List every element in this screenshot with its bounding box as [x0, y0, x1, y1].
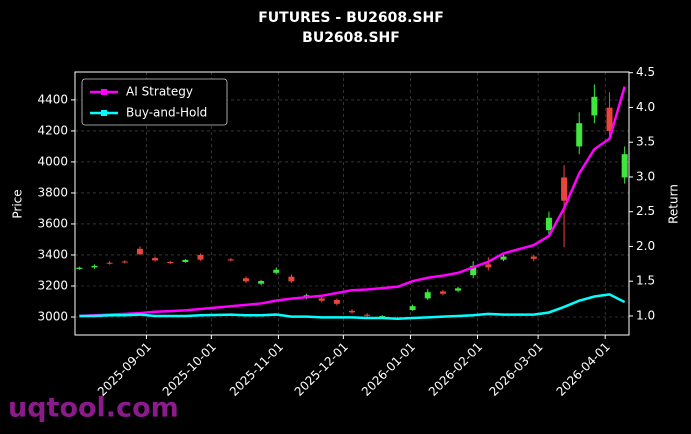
candle-body	[197, 254, 204, 260]
candle-body	[167, 261, 174, 264]
chart-subtitle: BU2608.SHF	[302, 30, 400, 46]
x-tick-label: 2025-12-01	[292, 340, 351, 399]
y2-axis-label: Return	[667, 184, 681, 224]
candle-body	[606, 107, 613, 131]
y-axis-label: Price	[11, 189, 25, 218]
candle-body	[121, 261, 128, 263]
candle-body	[455, 288, 462, 291]
x-tick-label: 2025-10-01	[160, 340, 219, 399]
candle-body	[424, 292, 431, 299]
candle-body	[364, 314, 371, 316]
candle-body	[288, 276, 295, 282]
candle-body	[591, 96, 598, 116]
candle-body	[227, 259, 234, 261]
y2-tick-label: 4.0	[636, 100, 655, 114]
x-tick-label: 2026-04-01	[554, 340, 613, 399]
y2-tick-label: 2.0	[636, 239, 655, 253]
legend-label: AI Strategy	[126, 85, 193, 99]
x-tick-label: 2026-01-01	[359, 340, 418, 399]
return-line	[79, 293, 626, 320]
candle-body	[530, 256, 537, 259]
candle-body	[349, 310, 355, 313]
candle-body	[333, 299, 340, 304]
x-tick-label: 2026-02-01	[426, 340, 485, 399]
legend-marker	[101, 110, 107, 116]
y-tick-label: 3200	[37, 278, 68, 292]
x-tick-label: 2025-11-01	[227, 340, 286, 399]
candle-body	[91, 265, 98, 268]
y2-tick-label: 2.5	[636, 204, 655, 218]
candle-body	[409, 306, 416, 311]
candle-body	[545, 217, 552, 231]
legend-label: Buy-and-Hold	[126, 106, 207, 120]
candle-body	[76, 267, 83, 269]
candle-body	[621, 154, 628, 178]
candle-body	[576, 123, 583, 147]
y-tick-label: 4400	[37, 92, 68, 106]
y-tick-label: 4200	[37, 123, 68, 137]
candle-body	[182, 259, 189, 262]
chart-title: FUTURES - BU2608.SHF	[258, 10, 444, 26]
watermark: uqtool.com	[8, 393, 179, 424]
y-tick-label: 3000	[37, 310, 68, 324]
x-tick-label: 2026-03-01	[486, 340, 545, 399]
y-tick-label: 3600	[37, 216, 68, 230]
candle-body	[318, 298, 325, 301]
y-tick-label: 4000	[37, 154, 68, 168]
legend-marker	[101, 89, 107, 95]
candle-body	[106, 262, 113, 264]
legend-box	[81, 78, 228, 126]
candle-body	[136, 248, 143, 255]
y-tick-label: 3400	[37, 247, 68, 261]
plot-frame	[74, 71, 630, 336]
candle-body	[258, 281, 265, 284]
candle-body	[485, 264, 492, 268]
y2-tick-label: 4.5	[636, 65, 655, 79]
candle-body	[379, 316, 386, 318]
y2-tick-label: 1.5	[636, 274, 655, 288]
candle-body	[242, 278, 249, 282]
candle-body	[439, 291, 446, 294]
candle-body	[273, 269, 280, 273]
candle-body	[561, 177, 568, 201]
candle-body	[470, 265, 477, 276]
candle-body	[500, 256, 507, 260]
y-tick-label: 3800	[37, 185, 68, 199]
y2-tick-label: 3.5	[636, 135, 655, 149]
x-tick-label: 2025-09-01	[95, 340, 154, 399]
return-line	[79, 86, 626, 318]
candle-body	[152, 258, 159, 261]
y2-tick-label: 3.0	[636, 169, 655, 183]
y2-tick-label: 1.0	[636, 308, 655, 322]
